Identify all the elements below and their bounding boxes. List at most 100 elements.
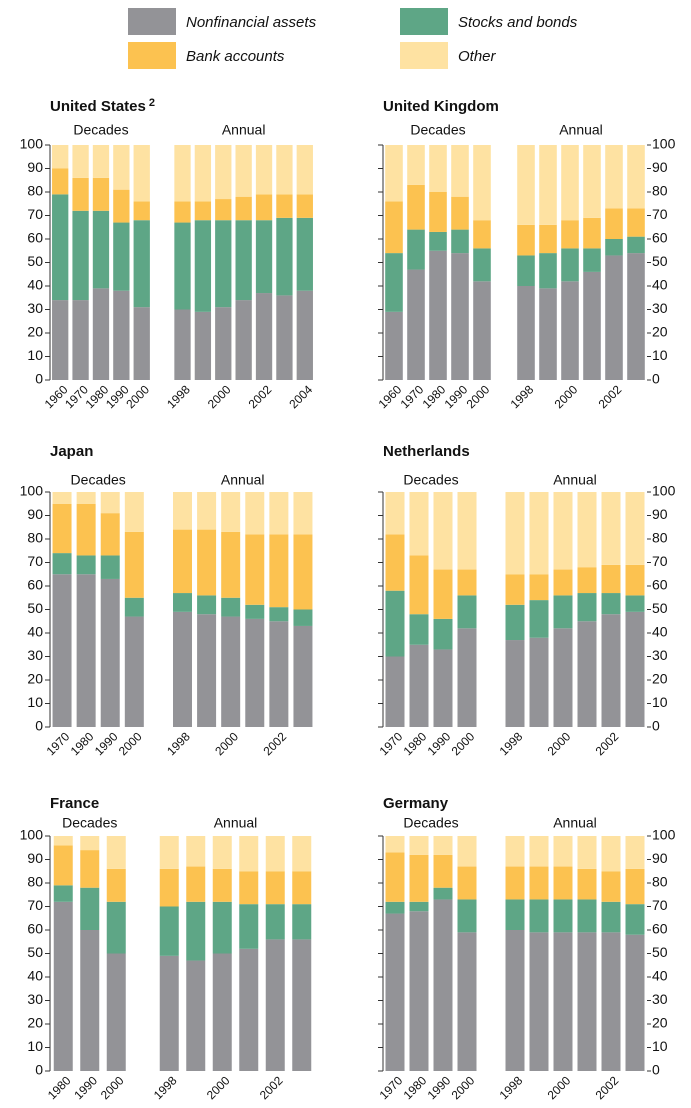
y-tick-label: 70 bbox=[652, 206, 668, 222]
y-tick-label: 30 bbox=[652, 991, 668, 1007]
bar-segment bbox=[124, 531, 144, 598]
y-tick-label: 10 bbox=[27, 1038, 43, 1054]
bar-segment bbox=[245, 604, 265, 619]
y-tick-label: 50 bbox=[652, 944, 668, 960]
bar-segment bbox=[583, 217, 601, 249]
bar-segment bbox=[53, 901, 73, 1071]
bar-segment bbox=[457, 595, 477, 629]
bar-segment bbox=[239, 871, 259, 905]
bar-segment bbox=[53, 885, 73, 902]
bar-segment bbox=[215, 220, 232, 308]
bar-segment bbox=[106, 953, 126, 1071]
bar-segment bbox=[505, 492, 525, 575]
y-tick-label: 20 bbox=[27, 671, 43, 687]
y-tick-label: 20 bbox=[27, 324, 43, 340]
bar-segment bbox=[265, 836, 285, 872]
panel-title: Germany bbox=[383, 795, 449, 812]
bar-segment bbox=[409, 836, 429, 855]
y-tick-label: 40 bbox=[27, 277, 43, 293]
legend-label: Other bbox=[458, 48, 497, 65]
bar-segment bbox=[625, 836, 645, 869]
bar-segment bbox=[605, 208, 623, 239]
bar-segment bbox=[529, 492, 549, 575]
y-tick-label: 100 bbox=[652, 136, 676, 152]
y-tick-label: 30 bbox=[652, 647, 668, 663]
bar-segment bbox=[577, 868, 597, 900]
bar-segment bbox=[52, 194, 69, 301]
bar-segment bbox=[186, 901, 206, 961]
bar-segment bbox=[265, 904, 285, 940]
y-tick-label: 90 bbox=[27, 159, 43, 175]
bar-segment bbox=[409, 644, 429, 727]
bar-segment bbox=[174, 222, 191, 310]
bar-segment bbox=[124, 597, 144, 617]
legend-label: Bank accounts bbox=[186, 48, 285, 65]
y-tick-label: 30 bbox=[652, 300, 668, 316]
bar-segment bbox=[529, 899, 549, 933]
x-tick-label: 2000 bbox=[123, 382, 152, 411]
bar-segment bbox=[173, 529, 192, 594]
y-tick-label: 80 bbox=[652, 874, 668, 890]
bar-segment bbox=[52, 168, 69, 195]
bar-segment bbox=[197, 529, 217, 596]
bar-segment bbox=[605, 255, 623, 380]
x-tick-label: 1960 bbox=[376, 382, 405, 411]
bar-segment bbox=[133, 201, 150, 221]
bar-segment bbox=[174, 309, 191, 380]
group-label: Decades bbox=[62, 815, 117, 831]
bar-segment bbox=[625, 904, 645, 935]
bar-segment bbox=[505, 604, 525, 641]
bar-segment bbox=[113, 222, 130, 291]
bar-segment bbox=[553, 595, 573, 629]
y-tick-label: 90 bbox=[652, 506, 668, 522]
y-tick-label: 0 bbox=[35, 371, 43, 387]
y-tick-label: 100 bbox=[20, 483, 44, 499]
panel-title: Netherlands bbox=[383, 443, 470, 460]
bar-segment bbox=[106, 901, 126, 954]
bar-segment bbox=[561, 248, 579, 282]
bar-segment bbox=[457, 569, 477, 596]
bar-segment bbox=[577, 899, 597, 933]
bar-segment bbox=[409, 911, 429, 1071]
bar-segment bbox=[577, 567, 597, 594]
bar-segment bbox=[601, 871, 621, 902]
bar-segment bbox=[292, 904, 312, 940]
y-tick-label: 50 bbox=[27, 600, 43, 616]
bar-segment bbox=[52, 300, 69, 380]
bar-segment bbox=[561, 281, 579, 380]
group-label: Annual bbox=[221, 472, 265, 488]
y-tick-label: 60 bbox=[27, 230, 43, 246]
bar-segment bbox=[429, 192, 447, 232]
bar-segment bbox=[124, 492, 144, 532]
bar-segment bbox=[265, 939, 285, 1071]
bar-segment bbox=[293, 492, 313, 535]
bar-segment bbox=[583, 271, 601, 380]
bar-segment bbox=[385, 311, 403, 380]
bar-segment bbox=[173, 593, 192, 612]
bar-segment bbox=[517, 145, 535, 225]
bar-segment bbox=[269, 607, 289, 622]
y-tick-label: 80 bbox=[27, 874, 43, 890]
bar-segment bbox=[106, 836, 126, 869]
bar-segment bbox=[212, 953, 232, 1071]
bar-segment bbox=[276, 295, 293, 380]
x-tick-label: 1990 bbox=[92, 729, 121, 758]
bar-segment bbox=[433, 492, 453, 570]
bar-segment bbox=[52, 145, 69, 169]
bar-segment bbox=[100, 555, 120, 579]
y-tick-label: 40 bbox=[652, 624, 668, 640]
bar-segment bbox=[76, 492, 96, 504]
panel-title: France bbox=[50, 795, 99, 812]
x-tick-label: 2000 bbox=[98, 1073, 127, 1102]
bar-segment bbox=[553, 836, 573, 867]
bar-segment bbox=[473, 248, 491, 282]
group-label: Decades bbox=[71, 472, 126, 488]
bar-segment bbox=[235, 220, 252, 301]
x-tick-label: 2000 bbox=[464, 382, 493, 411]
bar-segment bbox=[124, 616, 144, 727]
bar-segment bbox=[113, 189, 130, 223]
bar-segment bbox=[385, 201, 403, 254]
bar-segment bbox=[92, 210, 110, 289]
bar-segment bbox=[605, 145, 623, 209]
bar-segment bbox=[239, 948, 259, 1071]
